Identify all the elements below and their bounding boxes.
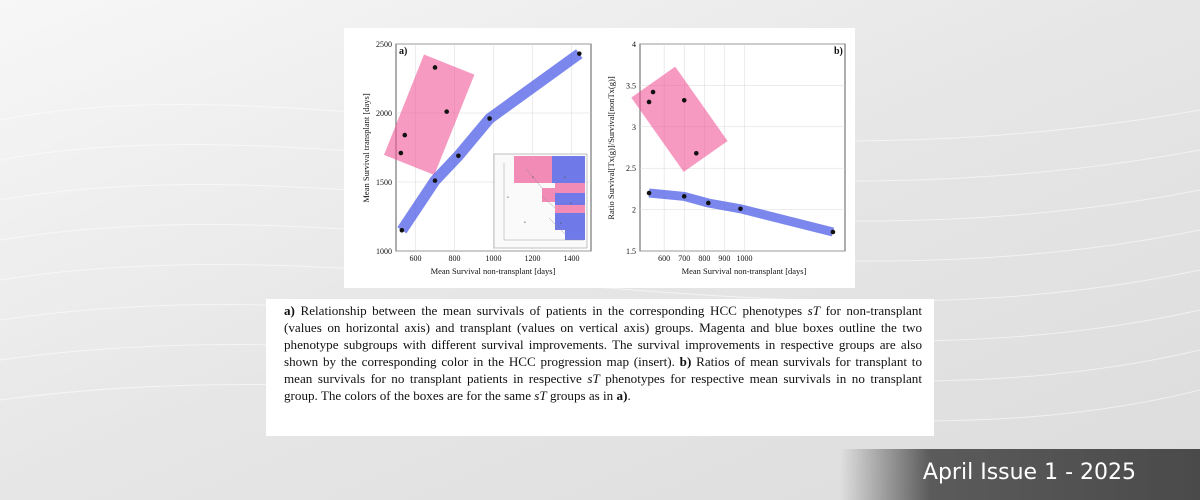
svg-text:●: ● xyxy=(524,220,526,224)
issue-banner xyxy=(840,449,1200,500)
b-blue-point-4 xyxy=(830,229,836,235)
b-x-tick-label-4: 1000 xyxy=(737,254,753,263)
b-y-tick-label-1: 2 xyxy=(632,206,636,215)
b-y-tick-label-2: 2.5 xyxy=(626,164,636,173)
figure-panel: ● ● ● ● ● ● a) 600 800 1000 1200 1400 1000 15… xyxy=(344,28,855,288)
a-x-tick-label-1: 800 xyxy=(449,254,461,263)
a-y-tick-label-2: 2000 xyxy=(376,109,392,118)
b-blue-point-1 xyxy=(681,194,687,199)
chart-a-panel-label: a) xyxy=(399,46,407,57)
b-blue-point-3 xyxy=(738,206,743,212)
b-blue-point-2 xyxy=(706,200,711,206)
b-magenta-point-1 xyxy=(646,99,652,105)
svg-text:●: ● xyxy=(570,201,572,205)
caption-st-3: sT xyxy=(534,387,547,403)
a-magenta-point-2 xyxy=(402,132,408,138)
svg-text:●: ● xyxy=(564,175,566,179)
svg-text:●: ● xyxy=(507,195,509,199)
caption-a-label: a) xyxy=(284,303,295,318)
a-x-tick-label-4: 1400 xyxy=(564,254,580,263)
a-x-tick-label-2: 1000 xyxy=(486,254,502,263)
chart-a-x-axis-label: Mean Survival non-transplant [days] xyxy=(431,266,556,276)
chart-b-x-axis-label: Mean Survival non-transplant [days] xyxy=(682,266,807,276)
a-y-tick-label-1: 1500 xyxy=(376,178,392,187)
chart-a: ● ● ● ● ● ● a) 600 800 1000 1200 1400 1000 15… xyxy=(361,40,592,276)
caption-b-text-2: phenotypes for respective mean survivals… xyxy=(284,370,922,403)
caption-a-ref: a) xyxy=(616,387,628,403)
a-blue-point-4 xyxy=(577,51,582,56)
b-magenta-point-3 xyxy=(693,150,699,156)
caption-a-text-2: for non-transplant (values on horizontal… xyxy=(284,303,923,369)
caption-st-1: sT xyxy=(807,303,821,318)
a-magenta-point-1 xyxy=(444,109,449,114)
b-x-tick-label-0: 600 xyxy=(658,254,670,263)
a-magenta-point-3 xyxy=(398,150,404,156)
a-x-tick-label-0: 600 xyxy=(410,254,422,263)
caption-b-text-3: groups as in xyxy=(546,387,617,403)
a-blue-point-2 xyxy=(456,153,461,159)
b-y-tick-label-5: 4 xyxy=(632,40,636,49)
chart-b-y-axis-label: Ratio Survival[Tx(g)]/Survival[nonTx(g)] xyxy=(606,76,616,219)
b-y-tick-label-0: 1.5 xyxy=(626,247,636,256)
chart-a-y-axis-label: Mean Survival transplant [days] xyxy=(361,93,371,202)
a-blue-point-1 xyxy=(432,178,438,183)
a-y-tick-label-0: 1000 xyxy=(376,247,392,256)
caption-b-text-1: Ratios of mean survivals for transplant … xyxy=(284,353,922,386)
issue-label: April Issue 1 - 2025 xyxy=(922,460,1136,485)
b-y-tick-label-4: 3.5 xyxy=(626,81,636,90)
b-x-tick-label-3: 900 xyxy=(718,254,730,263)
b-blue-point-0 xyxy=(646,190,652,196)
b-magenta-point-2 xyxy=(681,98,687,103)
caption-a-text-1: Relationship between the mean survivals … xyxy=(294,303,808,318)
a-blue-point-3 xyxy=(487,116,492,121)
a-magenta-subgroup-box xyxy=(384,54,475,175)
caption-end: . xyxy=(627,387,631,403)
caption-b-label: b) xyxy=(679,353,692,369)
chart-b-panel-label: b) xyxy=(834,46,843,57)
b-x-tick-label-2: 800 xyxy=(698,254,710,263)
caption-st-2: sT xyxy=(587,370,600,386)
caption-panel: a) Relationship between the mean surviva… xyxy=(266,299,934,436)
chart-b: b) 600 700 800 900 1000 1.5 2 2.5 3 3.5 4 Mean Su… xyxy=(606,40,846,276)
figure-caption: a) Relationship between the mean surviva… xyxy=(284,303,922,404)
a-x-tick-label-3: 1200 xyxy=(525,254,541,263)
b-y-tick-label-3: 3 xyxy=(632,123,636,132)
b-x-tick-label-1: 700 xyxy=(678,254,690,263)
svg-text:●: ● xyxy=(560,221,562,225)
b-magenta-subgroup-box xyxy=(631,66,728,172)
a-magenta-point-0 xyxy=(432,65,438,70)
a-y-tick-label-3: 2500 xyxy=(376,40,392,49)
b-magenta-point-0 xyxy=(650,89,656,95)
svg-text:●: ● xyxy=(532,175,534,179)
chart-a-inset-progression-map: ● ● ● ● ● ● xyxy=(493,153,588,249)
a-blue-point-0 xyxy=(399,228,405,233)
